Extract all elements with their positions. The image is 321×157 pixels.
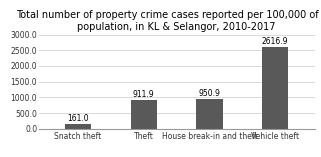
Bar xyxy=(196,99,222,129)
Title: Total number of property crime cases reported per 100,000 of the
population, in : Total number of property crime cases rep… xyxy=(16,10,321,32)
Text: 2616.9: 2616.9 xyxy=(262,37,288,46)
Text: 950.9: 950.9 xyxy=(198,89,220,98)
Bar xyxy=(131,100,157,129)
Bar xyxy=(262,47,288,129)
Text: 161.0: 161.0 xyxy=(67,114,89,123)
Text: 911.9: 911.9 xyxy=(133,90,154,99)
Bar xyxy=(65,124,91,129)
